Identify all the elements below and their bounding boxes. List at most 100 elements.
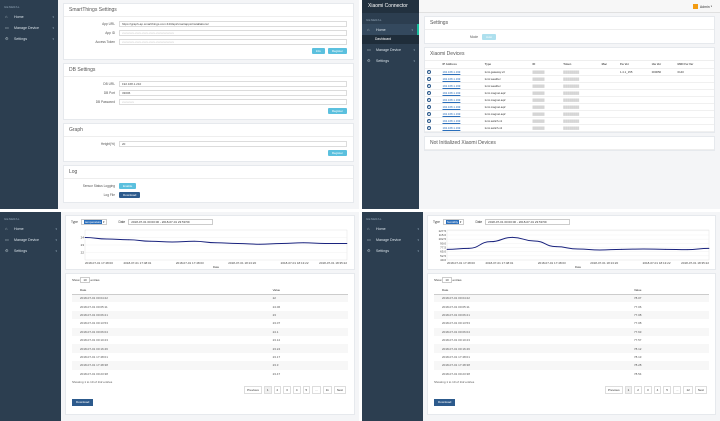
ip-address-link[interactable]: 192.168.1.199 bbox=[440, 82, 483, 90]
page-3[interactable]: 3 bbox=[283, 385, 291, 394]
page-12[interactable]: 12 bbox=[683, 385, 693, 394]
download-button[interactable]: Download bbox=[434, 398, 456, 406]
ip-address-link[interactable]: 192.168.1.199 bbox=[440, 75, 483, 83]
column-value[interactable]: Value bbox=[264, 286, 348, 295]
date-cell: 2018-07-01 00:23:38 bbox=[80, 371, 108, 376]
sidebar-item-settings[interactable]: ⚙ Settings ▾ bbox=[0, 33, 58, 44]
user-menu[interactable]: Admin ▾ bbox=[692, 4, 712, 9]
page-previous[interactable]: Previous bbox=[604, 385, 623, 394]
table-header-hw-ver[interactable]: Hw Ver bbox=[649, 61, 676, 69]
device-id: ██████ bbox=[530, 82, 562, 90]
page-next[interactable]: Next bbox=[694, 385, 707, 394]
device-mac bbox=[599, 103, 618, 111]
sidebar-item-manage-device[interactable]: ▭ Manage Device ▾ bbox=[362, 44, 419, 55]
sidebar-item-manage-device[interactable]: ▭ Manage Device ▾ bbox=[0, 22, 58, 33]
page-11[interactable]: 11 bbox=[322, 385, 332, 394]
value-cell: 23.24 bbox=[264, 344, 348, 353]
table-row: 2018-07-01 00:04:22 78.07 bbox=[434, 294, 709, 303]
sidebar-item-manage-device[interactable]: ▭ Manage Device ▾ bbox=[0, 234, 61, 245]
sidebar-item-settings[interactable]: ⚙ Settings ▾ bbox=[0, 245, 61, 256]
type-select[interactable]: humidity ▾ bbox=[442, 218, 465, 225]
miio-fw-version bbox=[675, 124, 714, 132]
table-header-id[interactable]: ID bbox=[530, 61, 562, 69]
table-header-miio-fw-ver[interactable]: MiIO Fw Ver bbox=[675, 61, 714, 69]
data-point bbox=[686, 249, 688, 251]
plot-area bbox=[446, 229, 710, 261]
show-label: Show bbox=[72, 278, 80, 282]
column-date[interactable]: Date bbox=[72, 286, 265, 295]
page-next[interactable]: Next bbox=[333, 385, 346, 394]
page-5[interactable]: 5 bbox=[663, 385, 671, 394]
hw-version bbox=[649, 82, 676, 90]
ip-address-link[interactable]: 192.168.1.199 bbox=[440, 110, 483, 118]
page-4[interactable]: 4 bbox=[292, 385, 301, 394]
table-header-ip-address[interactable]: IP Address bbox=[440, 61, 483, 69]
ip-address-link[interactable]: 192.168.1.199 bbox=[440, 89, 483, 97]
page-5[interactable]: 5 bbox=[302, 385, 311, 394]
data-point bbox=[302, 242, 304, 244]
data-point bbox=[150, 240, 151, 242]
db-url-input[interactable]: 192.168.1.210 bbox=[119, 80, 347, 87]
table-header-fw-ver[interactable]: Fw Ver bbox=[617, 61, 650, 69]
access-token-input[interactable]: xxxxxxxx-xxxx-xxxx-xxxx-xxxxxxxxxxxx bbox=[119, 38, 347, 45]
data-point bbox=[446, 248, 448, 250]
device-id: ██████ bbox=[530, 103, 562, 111]
app-id-input[interactable]: xxxxxxxx-xxxx-xxxx-xxxx-xxxxxxxxxxxx bbox=[119, 29, 347, 36]
sidebar-item-home[interactable]: ⌂ Home ▾ bbox=[362, 223, 423, 234]
device-type: lumi.switch.v2 bbox=[482, 124, 531, 132]
page-4[interactable]: 4 bbox=[653, 385, 662, 394]
table-header-token[interactable]: Token bbox=[561, 61, 600, 69]
db-password-input[interactable]: xxxxxxxx bbox=[119, 98, 347, 105]
not-initialized-title: Not Initialized Xiaomi Devices bbox=[425, 137, 714, 150]
date-range-input[interactable]: 2018-07-01 00:00:00 - 2018-07-01 23:59:5… bbox=[128, 218, 214, 225]
date-range-input[interactable]: 2018-07-01 00:00:00 - 2018-07-01 23:59:5… bbox=[485, 218, 571, 225]
smartthings-register-button[interactable]: Register bbox=[327, 48, 347, 54]
sidebar-item-settings[interactable]: ⚙ Settings ▾ bbox=[362, 55, 419, 66]
db-port-input[interactable]: 33006 bbox=[119, 89, 347, 96]
table-header-mac[interactable]: Mac bbox=[599, 61, 618, 69]
log-file-download-button[interactable]: Download bbox=[119, 191, 141, 198]
value-cell: 78.28 bbox=[625, 361, 709, 370]
app-url-input[interactable]: https://graph-ap.smartthings.com:443/api… bbox=[119, 20, 347, 27]
ip-address-link[interactable]: 192.168.1.199 bbox=[440, 68, 483, 76]
graph-height-input[interactable]: 20 bbox=[119, 140, 347, 147]
x-tick-label: 2018-07-01 17:48:03 bbox=[176, 261, 204, 265]
table-row: 2018-07-01 00:10:23 23.12 bbox=[72, 336, 348, 344]
type-select[interactable]: temperature ▾ bbox=[80, 218, 108, 225]
column-value[interactable]: Value bbox=[625, 286, 709, 295]
db-register-button[interactable]: Register bbox=[327, 108, 347, 114]
sidebar-item-home[interactable]: ⌂ Home ▾ bbox=[0, 11, 58, 22]
page-previous[interactable]: Previous bbox=[244, 385, 262, 394]
page-3[interactable]: 3 bbox=[643, 385, 652, 394]
ip-address-link[interactable]: 192.168.1.199 bbox=[440, 96, 483, 104]
sidebar-item-settings[interactable]: ⚙ Settings ▾ bbox=[362, 245, 423, 256]
ip-address-link[interactable]: 192.168.1.199 bbox=[440, 117, 483, 125]
ip-address-link[interactable]: 192.168.1.199 bbox=[440, 124, 483, 132]
sidebar-item-manage-device[interactable]: ▭ Manage Device ▾ bbox=[362, 234, 423, 245]
page-length-select[interactable]: 10 bbox=[80, 277, 90, 283]
sensor-logging-enable-button[interactable]: Enable bbox=[119, 182, 137, 189]
table-header-type[interactable]: Type bbox=[482, 61, 531, 69]
page-length-select[interactable]: 10 bbox=[442, 277, 452, 283]
data-point bbox=[324, 243, 326, 244]
y-tick-label: 65.0 bbox=[440, 250, 446, 254]
graph-register-button[interactable]: Register bbox=[327, 150, 347, 156]
fw-version bbox=[617, 96, 650, 104]
column-date[interactable]: Date bbox=[434, 286, 626, 295]
info-button[interactable]: Info bbox=[311, 48, 325, 54]
home-icon: ⌂ bbox=[367, 27, 370, 32]
user-name: Admin bbox=[699, 4, 710, 9]
page-1[interactable]: 1 bbox=[624, 385, 633, 394]
download-button[interactable]: Download bbox=[72, 398, 94, 406]
page-2[interactable]: 2 bbox=[273, 385, 282, 394]
sidebar-item-home[interactable]: ⌂ Home ▾ bbox=[362, 24, 419, 35]
page-1[interactable]: 1 bbox=[263, 385, 272, 394]
page-2[interactable]: 2 bbox=[634, 385, 642, 394]
device-token: ████████ bbox=[561, 124, 600, 132]
mode-auto-button[interactable]: Auto bbox=[482, 33, 497, 40]
ip-address-link[interactable]: 192.168.1.199 bbox=[440, 103, 483, 111]
sidebar-subitem-dashboard[interactable]: Dashboard bbox=[362, 35, 419, 44]
table-row: ✓ 192.168.1.199 lumi.magnet.aq2 ██████ █████… bbox=[425, 89, 714, 97]
sidebar-item-home[interactable]: ⌂ Home ▾ bbox=[0, 223, 61, 234]
miio-fw-version bbox=[675, 75, 714, 83]
